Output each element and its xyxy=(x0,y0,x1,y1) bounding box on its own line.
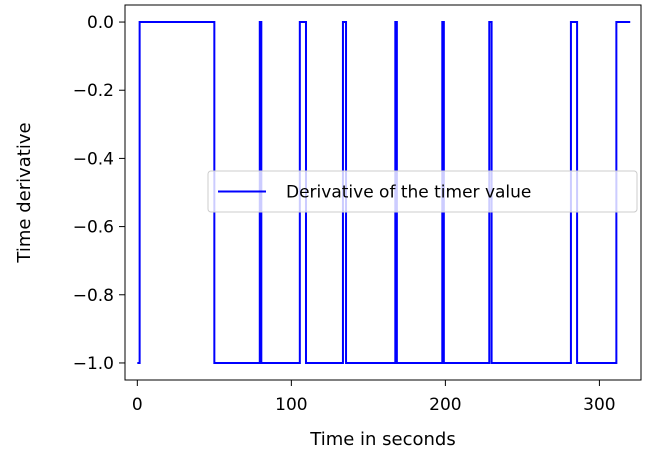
x-axis-label: Time in seconds xyxy=(309,429,455,450)
x-tick-label: 0 xyxy=(132,395,143,415)
y-tick-label: 0.0 xyxy=(87,13,114,33)
legend-box xyxy=(207,170,638,213)
y-tick-label: −0.4 xyxy=(73,149,114,169)
y-axis-label: Time derivative xyxy=(14,122,35,263)
y-tick-label: −0.2 xyxy=(73,81,114,101)
y-tick-label: −0.6 xyxy=(73,218,114,238)
axes-frame xyxy=(124,4,642,381)
ticks: 0 100 200 300 0.0 −0.2 −0.4 −0.6 −0.8 −1.0 xyxy=(73,13,616,415)
x-tick-label: 100 xyxy=(275,395,307,415)
x-tick-label: 300 xyxy=(583,395,615,415)
legend: Derivative of the timer value xyxy=(207,170,638,213)
y-tick-label: −0.8 xyxy=(73,286,114,306)
x-tick-label: 200 xyxy=(429,395,461,415)
y-tick-label: −1.0 xyxy=(73,354,114,374)
legend-label: Derivative of the timer value xyxy=(286,183,531,203)
axes xyxy=(124,4,642,381)
